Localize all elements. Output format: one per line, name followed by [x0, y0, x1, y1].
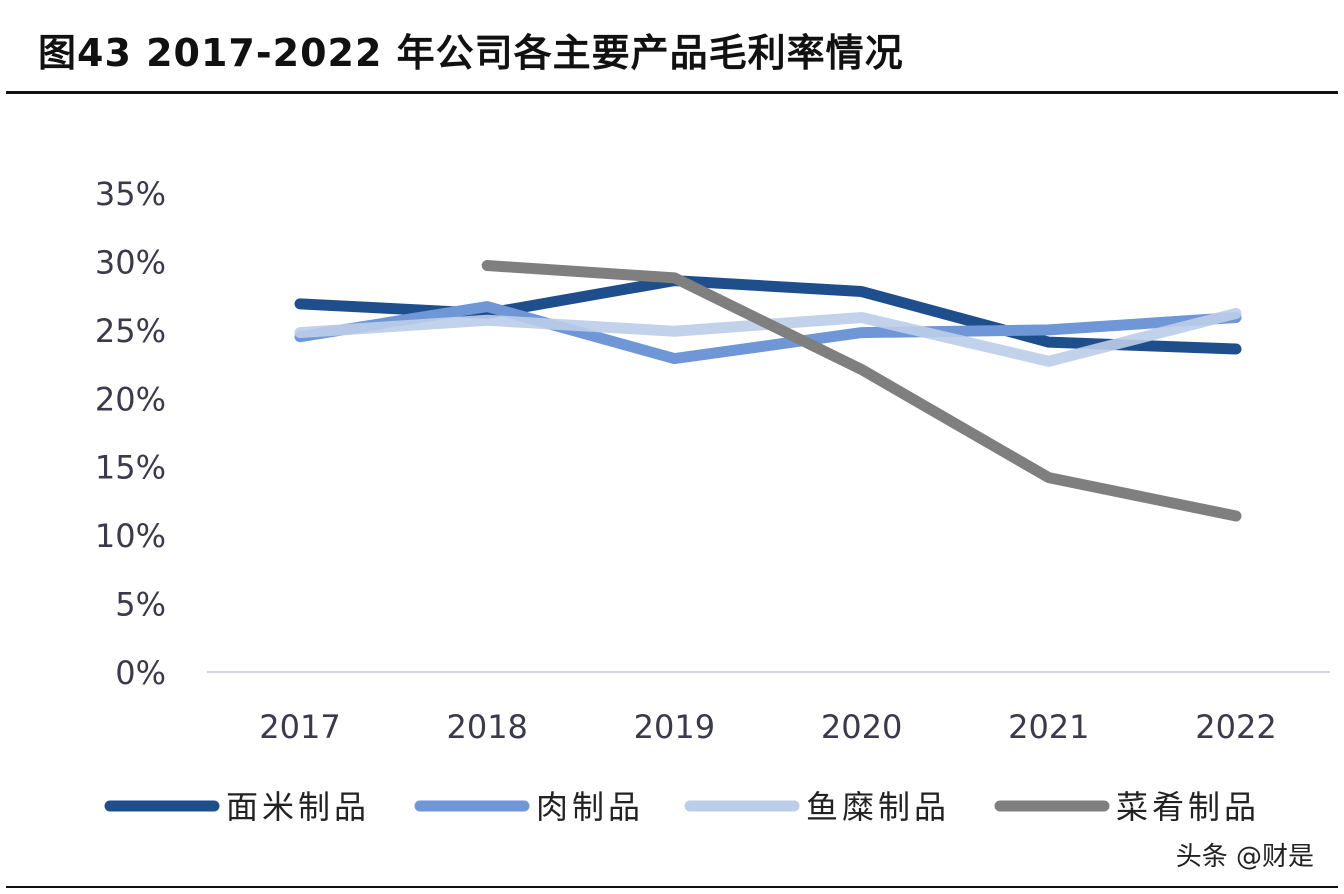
- x-tick-label: 2018: [446, 708, 527, 746]
- y-tick-label: 30%: [95, 243, 166, 281]
- chart-title: 图43 2017-2022 年公司各主要产品毛利率情况: [38, 31, 904, 75]
- legend-label: 面米制品: [226, 788, 370, 826]
- y-tick-label: 20%: [95, 380, 166, 418]
- y-tick-label: 25%: [95, 312, 166, 350]
- x-tick-label: 2022: [1195, 708, 1276, 746]
- watermark: 头条 @财是: [1175, 842, 1314, 872]
- y-tick-label: 5%: [115, 586, 166, 624]
- y-tick-label: 35%: [95, 175, 166, 213]
- x-tick-label: 2020: [821, 708, 902, 746]
- bottom-divider: [6, 886, 1338, 888]
- legend-label: 菜肴制品: [1116, 788, 1260, 826]
- x-tick-label: 2017: [259, 708, 340, 746]
- legend-label: 鱼糜制品: [806, 788, 950, 826]
- x-tick-label: 2021: [1008, 708, 1089, 746]
- title-divider: [6, 91, 1338, 94]
- series-line-4: [481, 260, 1242, 522]
- series-line-2: [294, 301, 1242, 365]
- legend-label: 肉制品: [536, 788, 644, 826]
- y-tick-label: 15%: [95, 449, 166, 487]
- y-tick-label: 0%: [115, 654, 166, 692]
- y-tick-label: 10%: [95, 517, 166, 555]
- x-tick-label: 2019: [634, 708, 715, 746]
